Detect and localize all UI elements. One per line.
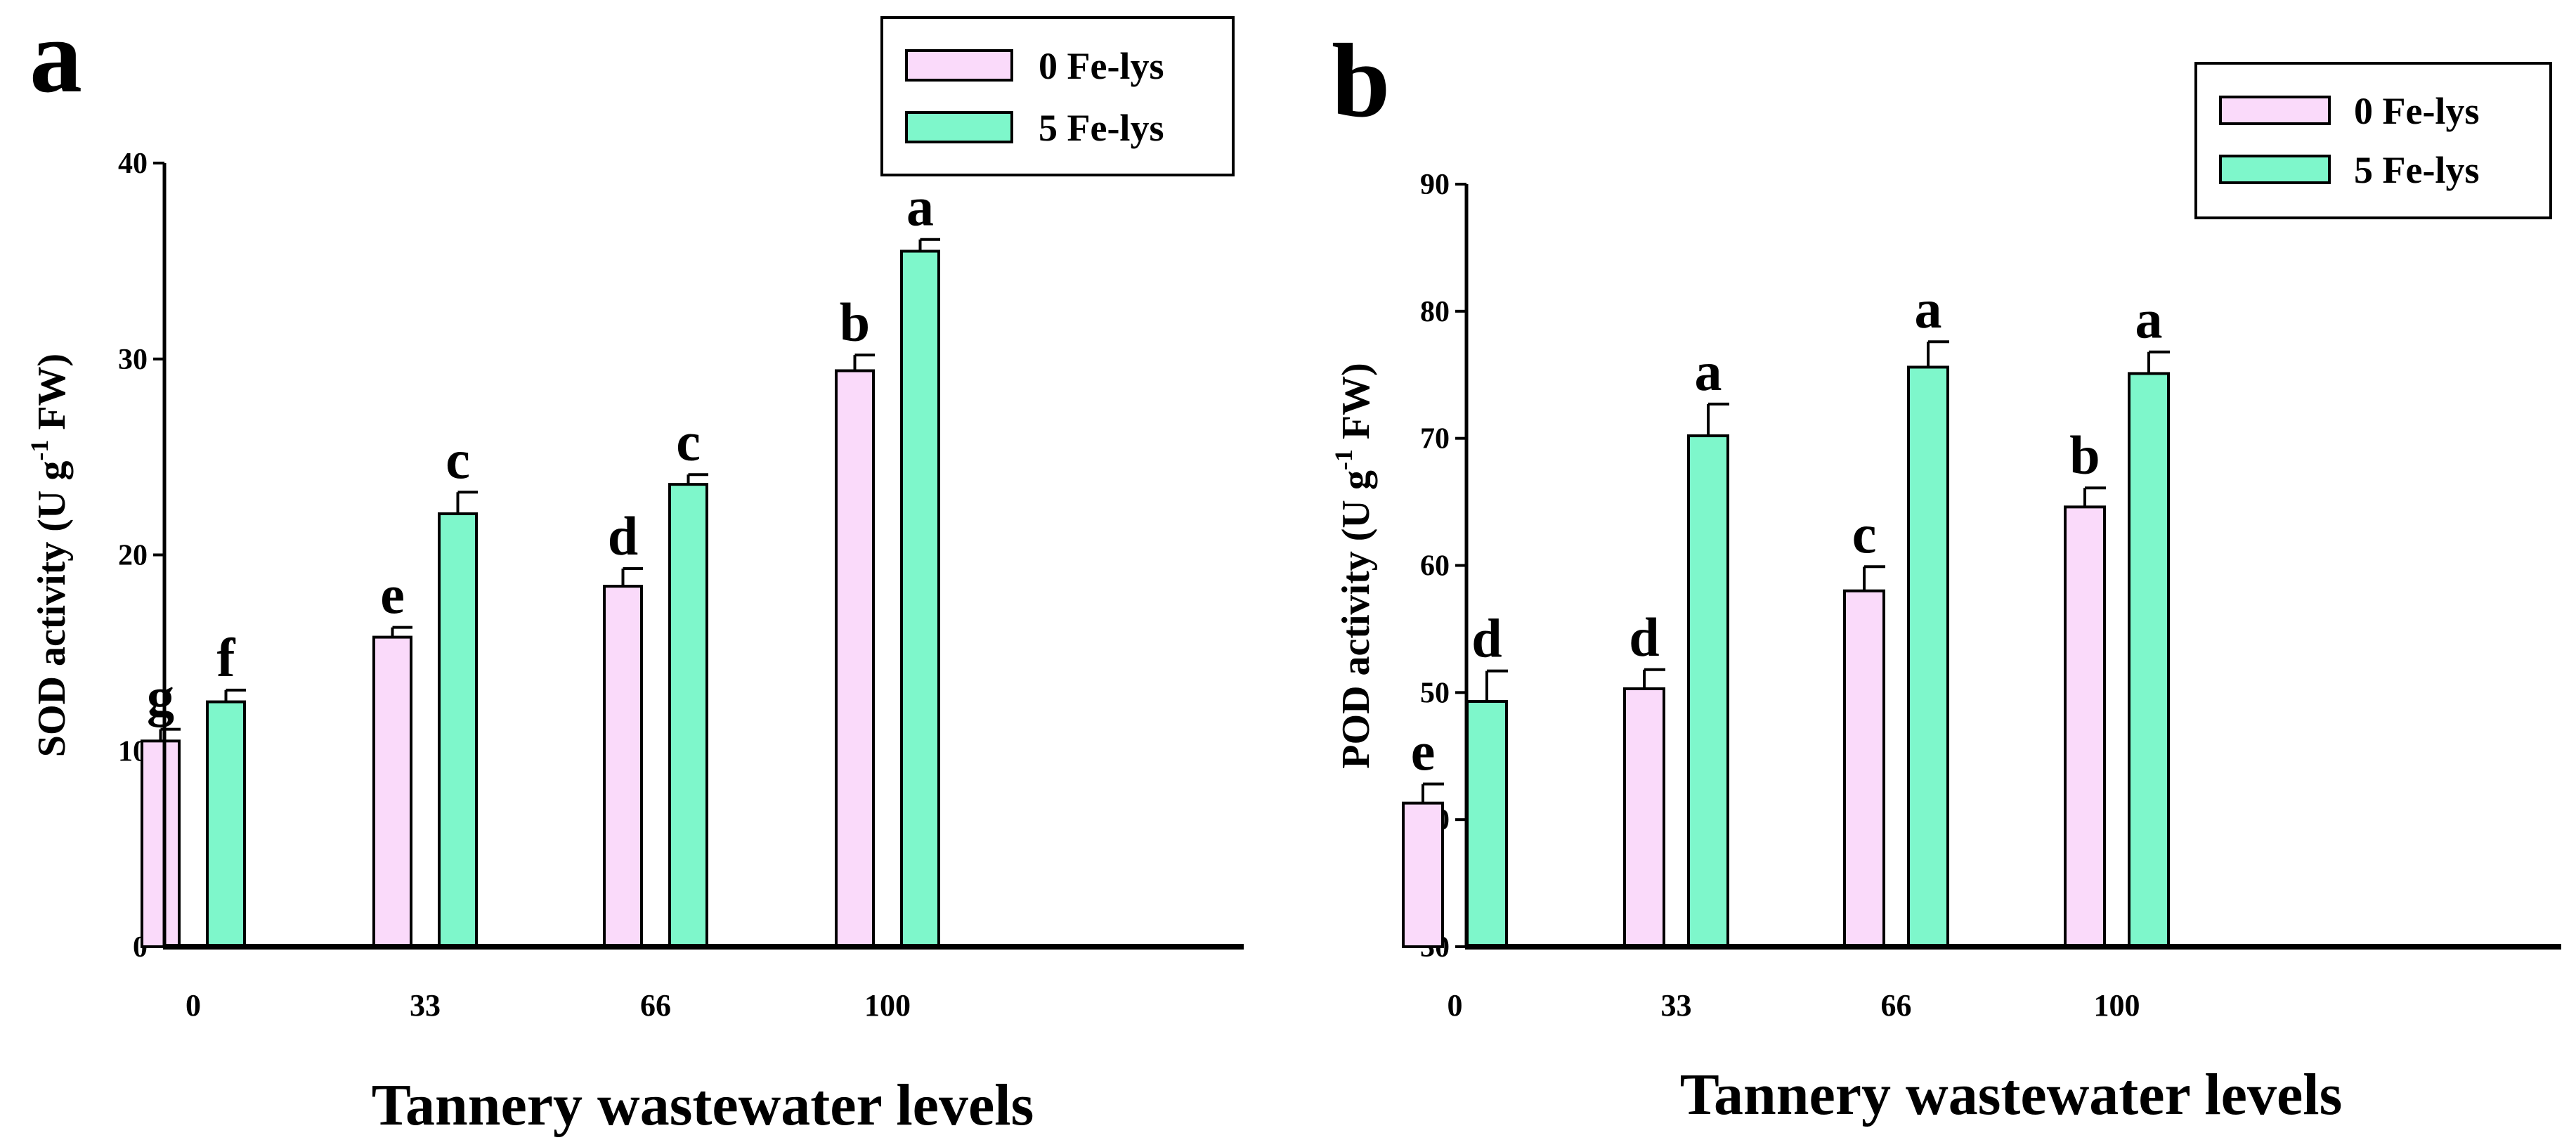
panel-a-x-tick-label: 100	[864, 988, 911, 1023]
panel-a-significance-letter: c	[445, 429, 470, 490]
panel-b-x-tick-label: 33	[1661, 988, 1692, 1023]
panel-b-label: b	[1332, 22, 1390, 139]
panel-b-y-tick-label: 70	[1420, 423, 1450, 455]
panel-a-legend-swatch-1	[905, 111, 1013, 143]
panel-a-significance-letter: c	[676, 411, 701, 472]
panel-b-y-tick-label: 80	[1420, 296, 1450, 328]
panel-a-significance-letter: a	[906, 176, 934, 238]
panel-b-legend-box	[2194, 62, 2552, 219]
panel-b-significance-letter: b	[2069, 425, 2100, 486]
panel-a-legend-box	[880, 16, 1235, 176]
panel-b-x-ticks: 0 33 66 100	[1448, 988, 2140, 1023]
panel-a-legend-label-1: 5 Fe-lys	[1039, 107, 1164, 149]
panel-b-bar-control	[2064, 505, 2106, 948]
panel-a-x-ticks: 0 33 66 100	[186, 988, 911, 1023]
panel-b-y-tick-label: 90	[1420, 169, 1450, 201]
panel-a-x-tick-label: 66	[640, 988, 671, 1023]
panel-a-bar-fe-lys	[438, 512, 478, 948]
panel-b-legend: 0 Fe-lys 5 Fe-lys	[2194, 62, 2552, 219]
panel-a-y-tick-label: 40	[118, 148, 148, 180]
panel-a-bar-fe-lys	[668, 483, 708, 948]
panel-a-y-axis-title: SOD activity (U g-1 FW)	[25, 354, 74, 757]
panel-b-legend-swatch-0	[2219, 96, 2331, 125]
panel-b-legend-label-1: 5 Fe-lys	[2354, 149, 2479, 191]
panel-b-significance-letter: a	[2135, 289, 2163, 350]
panel-b-bar-fe-lys	[1687, 434, 1729, 948]
panel-a-legend-label-0: 0 Fe-lys	[1039, 45, 1164, 87]
panel-b-y-axis-title: POD activity (U g-1 FW)	[1329, 363, 1378, 768]
panel-a-bar-control	[603, 585, 643, 948]
panel-b-x-tick-label: 66	[1881, 988, 1912, 1023]
panel-b-y-tick-label: 60	[1420, 550, 1450, 583]
panel-a-significance-letter: g	[147, 666, 174, 727]
panel-a-bar-control	[835, 369, 875, 948]
panel-b-bar-fe-lys	[1466, 699, 1508, 948]
panel-b-bar-fe-lys	[1907, 365, 1949, 948]
panel-b-bar-control	[1402, 801, 1444, 948]
panel-a-significance-letter: e	[380, 564, 405, 626]
panel-b-legend-label-0: 0 Fe-lys	[2354, 90, 2479, 132]
panel-b-x-tick-label: 0	[1448, 988, 1463, 1023]
panel-b-pod-chart: b 0 Fe-lys 5 Fe-lys 30405060708090 eddac…	[1329, 22, 2561, 1127]
panel-a-x-tick-label: 33	[410, 988, 441, 1023]
panel-b-significance-letter: d	[1471, 608, 1502, 669]
panel-b-significance-letter: c	[1852, 503, 1877, 564]
panel-a-significance-letter: b	[840, 292, 870, 353]
panel-b-bar-control	[1623, 687, 1665, 948]
panel-a-bar-control	[141, 739, 181, 948]
panel-a-x-axis-title: Tannery wastewater levels	[372, 1073, 1034, 1138]
panel-a-significance-letter: f	[217, 627, 236, 688]
panel-a-x-tick-label: 0	[186, 988, 201, 1023]
panel-b-significance-letter: e	[1411, 721, 1436, 782]
panel-b-y-tick-label: 50	[1420, 677, 1450, 709]
panel-a-bar-control	[372, 635, 412, 948]
panel-a-legend-swatch-0	[905, 49, 1013, 82]
panel-b-significance-letter: a	[1915, 278, 1942, 339]
panel-a-bar-fe-lys	[206, 700, 246, 948]
panel-b-significance-letter: d	[1629, 607, 1659, 668]
panel-b-bar-fe-lys	[2128, 372, 2170, 948]
panel-a-y-tick-label: 30	[118, 344, 148, 376]
panel-b-bar-control	[1843, 589, 1885, 949]
panel-a-significance-letter: d	[608, 505, 638, 566]
panel-b-significance-letter: a	[1695, 341, 1722, 402]
panel-a-legend: 0 Fe-lys 5 Fe-lys	[880, 16, 1235, 176]
panel-a-y-tick-label: 20	[118, 540, 148, 572]
panel-b-legend-swatch-1	[2219, 155, 2331, 184]
panel-b-x-axis-title: Tannery wastewater levels	[1680, 1062, 2343, 1127]
panel-a-label: a	[30, 0, 82, 115]
panel-b-x-tick-label: 100	[2094, 988, 2140, 1023]
panel-a-bar-fe-lys	[900, 250, 940, 948]
